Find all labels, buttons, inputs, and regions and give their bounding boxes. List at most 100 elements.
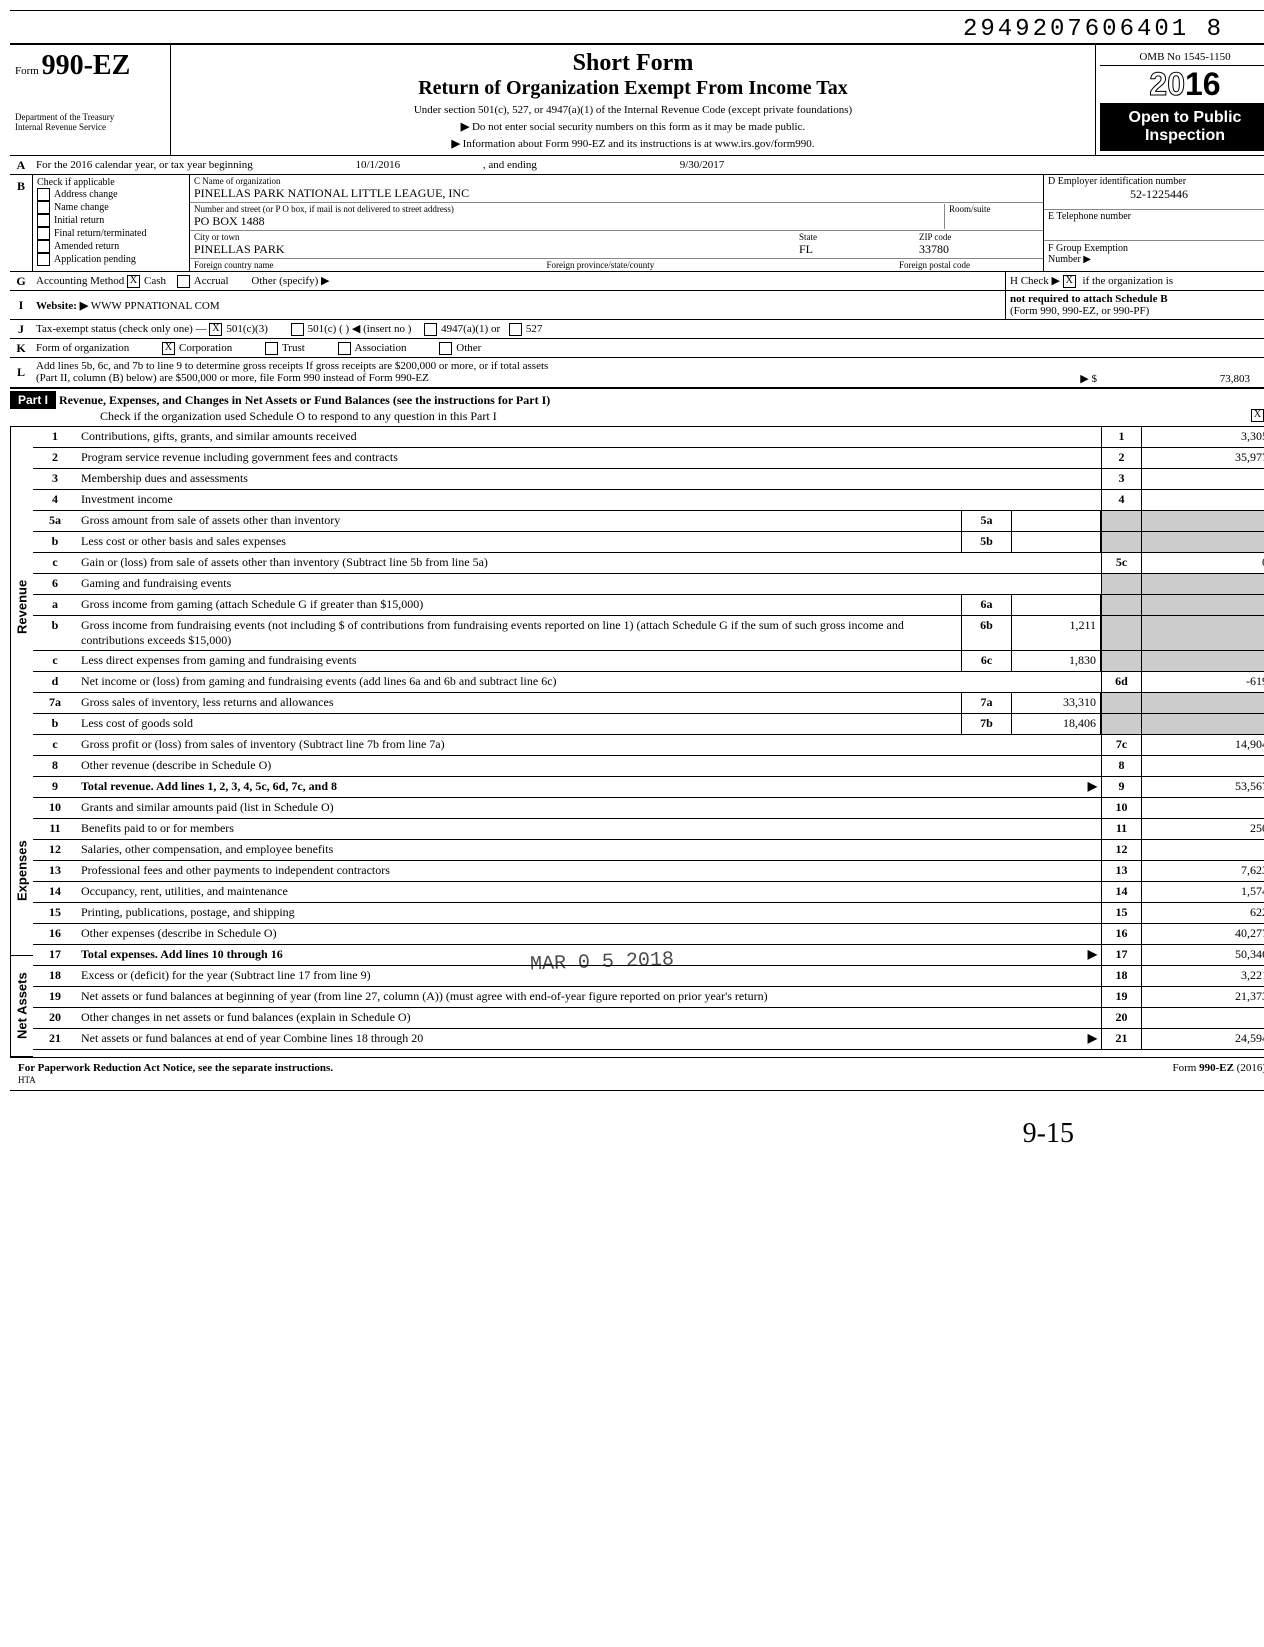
line-number: 21: [33, 1029, 77, 1049]
line-description: Occupancy, rent, utilities, and maintena…: [77, 882, 1101, 902]
final-return-checkbox[interactable]: [37, 227, 50, 240]
form-line-c: cGain or (loss) from sale of assets othe…: [33, 553, 1264, 574]
paperwork-notice: For Paperwork Reduction Act Notice, see …: [18, 1062, 333, 1074]
inner-box-label: 6c: [961, 651, 1012, 671]
corporation-label: Corporation: [179, 342, 232, 354]
line-value: 40,277: [1141, 924, 1264, 944]
telephone-label: E Telephone number: [1048, 211, 1264, 222]
line-description: Gross amount from sale of assets other t…: [77, 511, 961, 531]
address-change-label: Address change: [54, 189, 118, 200]
form-line-7a: 7aGross sales of inventory, less returns…: [33, 693, 1264, 714]
inner-box-value: 1,211: [1012, 616, 1101, 650]
line-value: [1141, 595, 1264, 615]
street-address: PO BOX 1488: [194, 214, 944, 229]
form-line-c: cGross profit or (loss) from sales of in…: [33, 735, 1264, 756]
schedule-o-checkbox[interactable]: X: [1251, 409, 1264, 422]
line-value: [1141, 511, 1264, 531]
line-number: d: [33, 672, 77, 692]
line-value: [1141, 1008, 1264, 1028]
line-number: 1: [33, 427, 77, 447]
form-line-6: 6Gaming and fundraising events: [33, 574, 1264, 595]
line-number: 5a: [33, 511, 77, 531]
amended-return-checkbox[interactable]: [37, 240, 50, 253]
scanned-side-text: SCANNED APR 13 2018: [0, 620, 4, 745]
association-checkbox[interactable]: [338, 342, 351, 355]
line-value: [1141, 756, 1264, 776]
check-if-applicable-box: Check if applicable Address change Name …: [33, 175, 190, 271]
inner-box-value: [1012, 511, 1101, 531]
line-box-number: 8: [1101, 756, 1141, 776]
form-footer-label: Form 990-EZ (2016): [1172, 1062, 1264, 1086]
line-value: 250: [1141, 819, 1264, 839]
line-box-number: 20: [1101, 1008, 1141, 1028]
form-line-10: 10Grants and similar amounts paid (list …: [33, 798, 1264, 819]
h-checkbox[interactable]: X: [1063, 275, 1076, 288]
501c3-checkbox[interactable]: X: [209, 323, 222, 336]
zip-label: ZIP code: [919, 232, 1039, 242]
accrual-checkbox[interactable]: [177, 275, 190, 288]
line-description: Other changes in net assets or fund bala…: [77, 1008, 1101, 1028]
line-number: c: [33, 651, 77, 671]
trust-checkbox[interactable]: [265, 342, 278, 355]
line-number: 18: [33, 966, 77, 986]
line-value: 1,574: [1141, 882, 1264, 902]
letter-g: G: [10, 274, 32, 289]
short-form-title: Short Form: [181, 50, 1085, 77]
line-description: Total revenue. Add lines 1, 2, 3, 4, 5c,…: [77, 777, 1101, 797]
4947-checkbox[interactable]: [424, 323, 437, 336]
name-change-checkbox[interactable]: [37, 201, 50, 214]
line-box-number: [1101, 595, 1141, 615]
gross-receipts: 73,803: [1220, 373, 1250, 385]
org-name: PINELLAS PARK NATIONAL LITTLE LEAGUE, IN…: [194, 186, 1039, 201]
form-number: 990-EZ: [42, 50, 131, 81]
part-i-check-text: Check if the organization used Schedule …: [100, 409, 497, 423]
line-number: 8: [33, 756, 77, 776]
line-description: Membership dues and assessments: [77, 469, 1101, 489]
group-exemption-label: F Group Exemption: [1048, 243, 1264, 254]
address-change-checkbox[interactable]: [37, 188, 50, 201]
hta-label: HTA: [18, 1075, 36, 1085]
other-specify-label: Other (specify) ▶: [251, 275, 329, 287]
other-org-checkbox[interactable]: [439, 342, 452, 355]
letter-k: K: [10, 341, 32, 356]
ein-label: D Employer identification number: [1048, 176, 1264, 187]
line-box-number: [1101, 616, 1141, 650]
net-assets-tab: Net Assets: [10, 956, 33, 1057]
line-box-number: [1101, 532, 1141, 552]
line-box-number: 3: [1101, 469, 1141, 489]
inner-box-value: 33,310: [1012, 693, 1101, 713]
line-a-label: For the 2016 calendar year, or tax year …: [36, 159, 253, 171]
form-line-14: 14Occupancy, rent, utilities, and mainte…: [33, 882, 1264, 903]
h-check-label: H Check ▶: [1010, 275, 1060, 287]
line-description: Net income or (loss) from gaming and fun…: [77, 672, 1101, 692]
form-line-9: 9Total revenue. Add lines 1, 2, 3, 4, 5c…: [33, 777, 1264, 798]
open-to-public: Open to Public Inspection: [1100, 103, 1264, 151]
application-pending-checkbox[interactable]: [37, 253, 50, 266]
city: PINELLAS PARK: [194, 242, 799, 257]
527-checkbox[interactable]: [509, 323, 522, 336]
527-label: 527: [526, 323, 543, 335]
initial-return-label: Initial return: [54, 215, 104, 226]
line-description: Gain or (loss) from sale of assets other…: [77, 553, 1101, 573]
inner-box-label: 6a: [961, 595, 1012, 615]
501c3-label: 501(c)(3): [226, 323, 268, 335]
line-box-number: 16: [1101, 924, 1141, 944]
expenses-tab: Expenses: [10, 787, 33, 956]
website-value: WWW PPNATIONAL COM: [91, 300, 220, 312]
insert-no-label: ) ◀ (insert no ): [346, 323, 412, 335]
form-label: Form: [15, 65, 39, 77]
form-line-12: 12Salaries, other compensation, and empl…: [33, 840, 1264, 861]
line-value: 21,373: [1141, 987, 1264, 1007]
line-description: Grants and similar amounts paid (list in…: [77, 798, 1101, 818]
form-line-21: 21Net assets or fund balances at end of …: [33, 1029, 1264, 1050]
initial-return-checkbox[interactable]: [37, 214, 50, 227]
under-section-text: Under section 501(c), 527, or 4947(a)(1)…: [181, 104, 1085, 116]
line-number: 4: [33, 490, 77, 510]
corporation-checkbox[interactable]: X: [162, 342, 175, 355]
form-line-13: 13Professional fees and other payments t…: [33, 861, 1264, 882]
501c-checkbox[interactable]: [291, 323, 304, 336]
line-number: c: [33, 553, 77, 573]
form-line-16: 16Other expenses (describe in Schedule O…: [33, 924, 1264, 945]
form-line-c: cLess direct expenses from gaming and fu…: [33, 651, 1264, 672]
cash-checkbox[interactable]: X: [127, 275, 140, 288]
